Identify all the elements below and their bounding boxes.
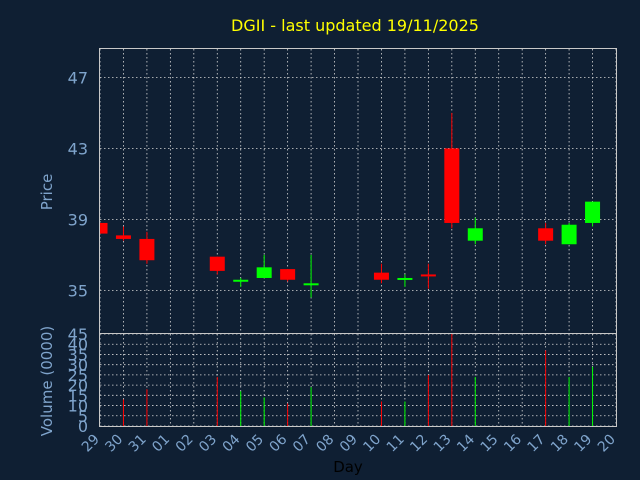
x-tick-label: 04 (220, 431, 244, 455)
candle-body (139, 238, 155, 261)
candle-body (373, 272, 389, 280)
x-tick-label: 08 (313, 432, 337, 456)
candle-body (561, 224, 577, 245)
x-tick-labels: 29 30 31 01 02 03 04 05 06 07 08 09 10 11 12 13 14 15 16 17… (79, 431, 619, 455)
x-tick-label: 31 (126, 432, 150, 456)
x-tick-label: 02 (173, 432, 197, 456)
volume-tick-label: 45 (68, 325, 88, 344)
x-tick-label: 10 (360, 432, 384, 456)
candle-body (256, 267, 272, 278)
chart-title: DGII - last updated 19/11/2025 (231, 16, 479, 35)
candle-body (585, 201, 601, 223)
volume-grid (99, 333, 617, 427)
x-tick-label: 12 (407, 432, 431, 456)
volume-tick-label: 15 (68, 386, 88, 405)
x-tick-label: 14 (454, 431, 478, 455)
volume-panel-frame (99, 333, 617, 427)
x-tick-label: 30 (102, 432, 126, 456)
candle-body (397, 277, 413, 280)
candle-body (209, 256, 225, 271)
volume-tick-label: 35 (68, 345, 88, 364)
x-tick-label: 17 (525, 432, 549, 456)
price-tick-label: 43 (68, 139, 88, 158)
x-tick-label: 13 (431, 432, 455, 456)
candle-body (444, 148, 460, 223)
price-tick-labels: 35 39 43 47 (68, 68, 88, 300)
price-grid (99, 49, 617, 333)
volume-tick-label: 40 (68, 335, 88, 354)
candle-body (538, 228, 554, 241)
candle-body (467, 228, 483, 241)
x-tick-label: 19 (571, 432, 595, 456)
price-tick-label: 47 (68, 68, 88, 87)
candle-body (115, 235, 131, 239)
volume-tick-label: 0 (78, 417, 88, 436)
volume-axis-title: Volume (0000) (38, 326, 56, 436)
x-tick-label: 20 (595, 432, 619, 456)
price-tick-label: 35 (68, 281, 88, 300)
volume-tick-label: 10 (68, 397, 88, 416)
candle-body (233, 279, 249, 282)
x-tick-label: 03 (196, 432, 220, 456)
x-tick-label: 06 (267, 431, 291, 455)
price-axis-title: Price (38, 174, 56, 211)
candle-body (420, 274, 436, 277)
x-tick-label: 15 (478, 432, 502, 456)
x-tick-label: 18 (548, 432, 572, 456)
x-tick-label: 07 (290, 432, 314, 456)
x-axis-title: Day (333, 458, 363, 476)
x-tick-label: 16 (501, 431, 525, 455)
volume-bars (122, 334, 594, 426)
candle-body (100, 222, 108, 234)
x-tick-label: 11 (384, 432, 408, 456)
volume-tick-label: 20 (68, 376, 88, 395)
candle-body (303, 283, 319, 286)
candles (99, 112, 601, 298)
volume-tick-label: 25 (68, 366, 88, 385)
x-tick-label: 05 (243, 432, 267, 456)
candle-body (280, 269, 296, 280)
price-tick-label: 39 (68, 210, 88, 229)
volume-tick-label: 5 (78, 407, 88, 426)
volume-tick-label: 30 (68, 356, 88, 375)
x-tick-label: 01 (149, 432, 173, 456)
x-tick-label: 09 (337, 432, 361, 456)
